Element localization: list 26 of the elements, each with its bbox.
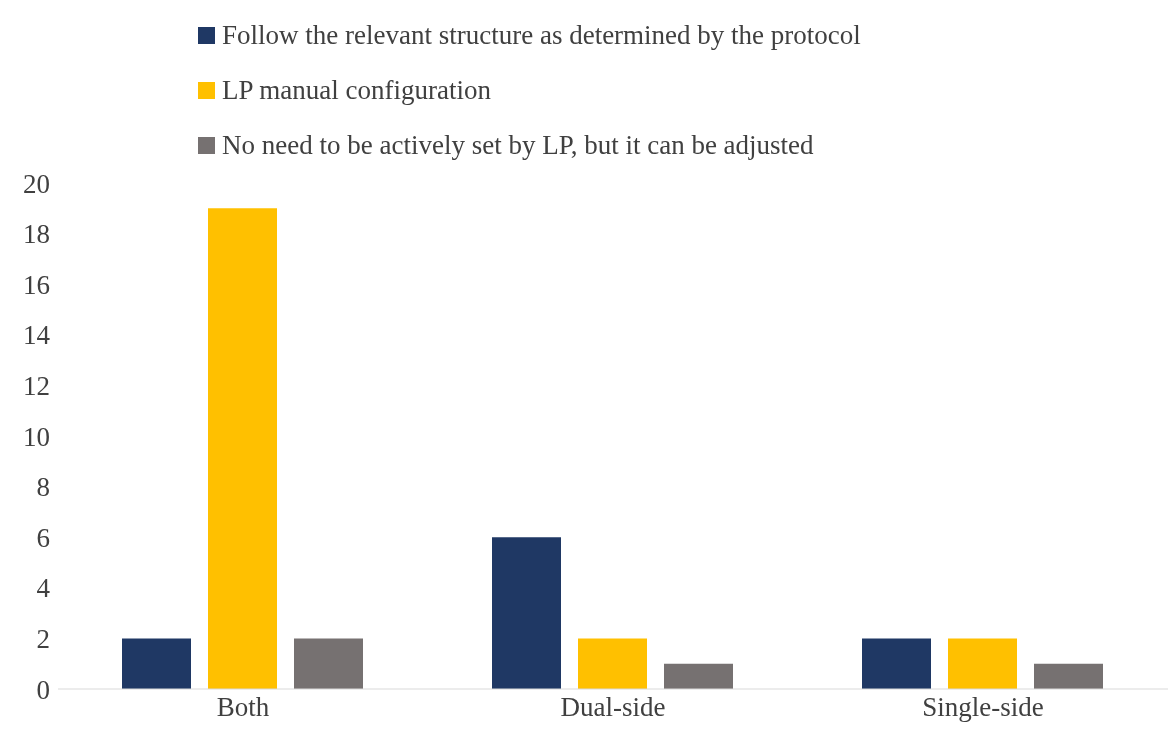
y-tick-label: 0 [36, 674, 50, 705]
y-tick-label: 18 [23, 219, 50, 250]
bar [294, 638, 363, 689]
y-tick-label: 12 [23, 370, 50, 401]
legend-label: LP manual configuration [222, 75, 491, 106]
y-tick-label: 6 [36, 522, 50, 553]
x-tick-label: Single-side [922, 692, 1044, 723]
x-tick-label: Dual-side [560, 692, 666, 723]
bar [1034, 663, 1103, 689]
y-tick-label: 4 [36, 573, 51, 604]
legend-label: No need to be actively set by LP, but it can be adjusted [222, 130, 814, 161]
bar [492, 537, 561, 689]
y-tick-label: 2 [36, 623, 50, 654]
y-tick-label: 14 [23, 320, 51, 351]
bar [948, 638, 1017, 689]
bar [862, 638, 931, 689]
y-tick-label: 16 [23, 269, 50, 300]
bar [122, 638, 191, 689]
y-tick-label: 10 [23, 421, 50, 452]
y-tick-label: 20 [23, 168, 50, 199]
y-tick-label: 8 [36, 472, 50, 503]
bar [664, 663, 733, 689]
bar [578, 638, 647, 689]
legend-label: Follow the relevant structure as determined by the protocol [222, 20, 861, 51]
bar [208, 208, 277, 689]
x-tick-label: Both [216, 692, 270, 723]
